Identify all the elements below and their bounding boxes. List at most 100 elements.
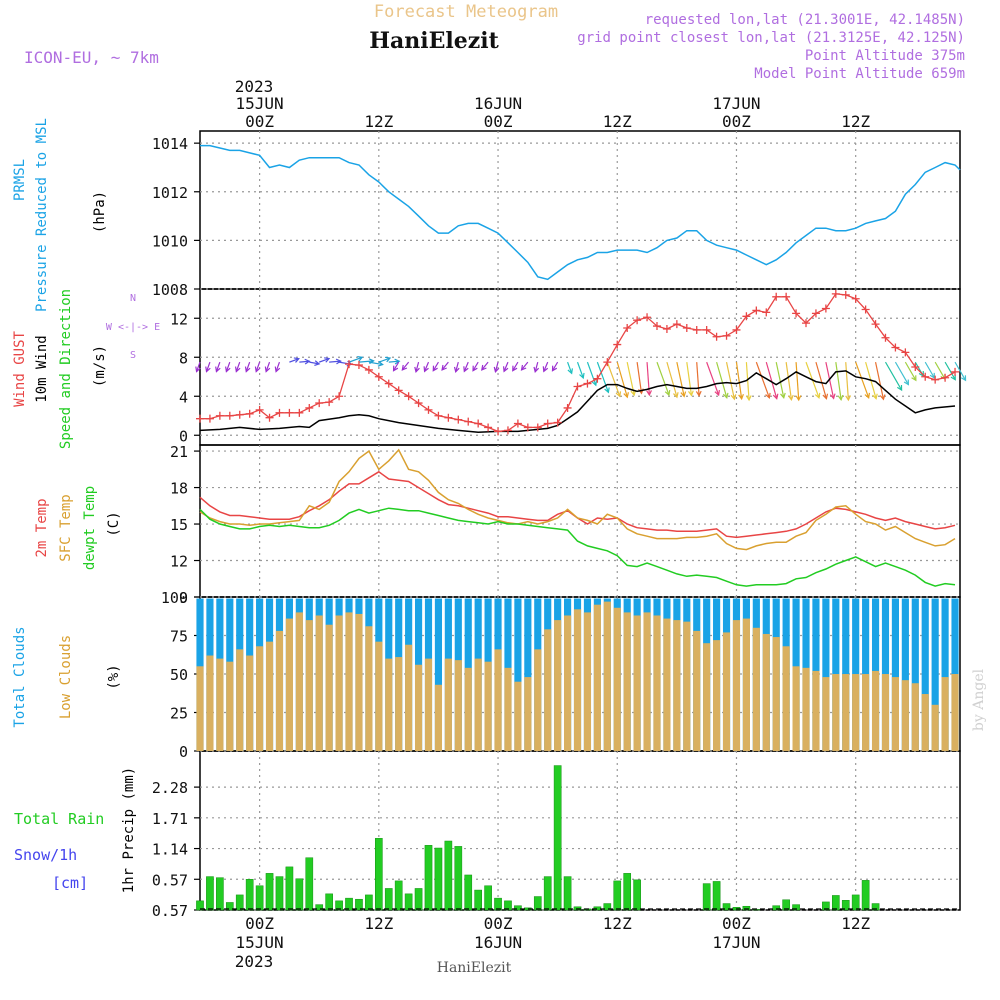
wind-arrow-head [780, 392, 786, 399]
gust-marker [732, 325, 741, 334]
low-cloud-bar [564, 615, 572, 751]
gust-marker [245, 409, 254, 418]
low-cloud-bar [613, 607, 621, 751]
rain-bar [414, 888, 423, 911]
rain-bar [484, 885, 492, 911]
low-cloud-bar [852, 674, 860, 751]
low-cloud-bar [653, 615, 661, 751]
wind-direction-arrow [586, 361, 597, 386]
wind-direction-arrow [874, 362, 885, 400]
low-cloud-bar [742, 618, 750, 751]
wind-arrow-head [567, 368, 573, 375]
top-hour-label: 00Z [245, 112, 274, 131]
low-cloud-bar [355, 613, 363, 751]
wind-direction-arrow [463, 361, 469, 372]
rain-bar [831, 895, 840, 911]
y-tick-label: 0 [179, 743, 188, 761]
dewpt-line [199, 507, 956, 587]
rain-bar [504, 900, 512, 911]
wind-arrow-head [542, 366, 549, 373]
wind-arrow-head [722, 392, 729, 399]
top-date-label: 17JUN [712, 94, 760, 113]
wind-direction-arrow [696, 362, 700, 396]
wind-arrow-head [814, 392, 821, 400]
gust-marker [682, 324, 691, 332]
y-tick-label: 21 [170, 443, 188, 461]
gust-marker [861, 305, 870, 314]
wind-arrow-head [664, 389, 671, 397]
rain-bar [444, 840, 453, 911]
bottom-date-label: 15JUN [236, 933, 284, 952]
low-cloud-bar [573, 609, 582, 751]
wind-arrow-head [714, 389, 720, 397]
wind-direction-arrow [481, 361, 489, 371]
gust-marker [494, 427, 503, 436]
gust-marker [533, 423, 542, 432]
wind-arrow-head [646, 390, 652, 397]
grid-point-coords: grid point closest lon,lat (21.3125E, 42… [577, 30, 965, 46]
total-cloud-bar [891, 598, 900, 751]
gust-marker [444, 413, 453, 422]
top-hour-label: 12Z [603, 112, 632, 131]
legend-snow: Snow/1h [14, 846, 77, 864]
low-cloud-bar [414, 664, 423, 751]
low-cloud-bar [256, 646, 264, 751]
wind-arrow-head [787, 394, 794, 401]
low-cloud-bar [832, 674, 840, 751]
y-tick-label: 50 [170, 666, 188, 684]
gust-marker [712, 332, 721, 341]
bottom-hour-label: 00Z [722, 914, 751, 933]
gust-marker [722, 331, 731, 340]
rain-bar [494, 897, 502, 911]
rain-bar [772, 905, 781, 911]
model-point-altitude: Model Point Altitude 659m [754, 66, 965, 82]
wind-arrow-head [481, 364, 487, 371]
wind-direction-arrow [534, 361, 539, 372]
low-cloud-bar [365, 626, 373, 751]
rain-bar [454, 846, 463, 911]
compass-south: S [130, 350, 136, 361]
rain-bar [474, 889, 482, 911]
gust-marker [354, 361, 363, 370]
wind-arrow-head [205, 366, 211, 373]
low-cloud-bar [752, 627, 760, 751]
wind-arrow-head [630, 390, 637, 397]
wind-arrow-head [897, 384, 903, 392]
low-cloud-bar [931, 704, 939, 751]
wind-direction-arrow [755, 361, 770, 399]
y-tick-label: 1008 [152, 281, 188, 299]
gust-marker [315, 399, 324, 408]
wind-arrow-head [324, 357, 331, 363]
wind-arrow-head [441, 364, 447, 371]
total-cloud-bar [901, 598, 909, 751]
total-cloud-bar [911, 598, 919, 751]
wind-arrow-head [680, 391, 687, 398]
rain-bar [325, 893, 333, 911]
y-tick-label: 15 [170, 516, 188, 534]
gust-marker [831, 289, 840, 298]
requested-coords: requested lon,lat (21.3001E, 42.1485N) [645, 12, 965, 28]
gust-marker [474, 419, 483, 428]
low-cloud-bar [663, 618, 671, 751]
low-cloud-bar [792, 666, 800, 751]
wind-arrow-head [472, 365, 478, 372]
legend-low-clouds: Low Clouds [58, 635, 74, 719]
gust-marker [543, 419, 552, 428]
low-cloud-bar [941, 677, 949, 751]
wind-direction-arrow [765, 361, 778, 399]
bottom-hour-label: 12Z [603, 914, 632, 933]
legend-total-rain: Total Rain [14, 810, 104, 828]
gust-marker [792, 309, 801, 318]
ylabel-hpa: (hPa) [92, 191, 108, 233]
wind-arrow-head [314, 360, 321, 367]
wind-direction-arrow [825, 362, 835, 399]
legend-10m-wind: 10m Wind [34, 335, 50, 402]
gust-marker [205, 414, 214, 423]
location-title: HaniElezit [369, 28, 499, 54]
gust-marker [762, 308, 771, 317]
wind-direction-arrow [775, 362, 785, 398]
compass-west-east: W <-|-> E [106, 322, 160, 333]
wind-direction-arrow [904, 361, 917, 381]
wind-arrow-head [304, 358, 311, 365]
rain-bar [514, 905, 522, 911]
